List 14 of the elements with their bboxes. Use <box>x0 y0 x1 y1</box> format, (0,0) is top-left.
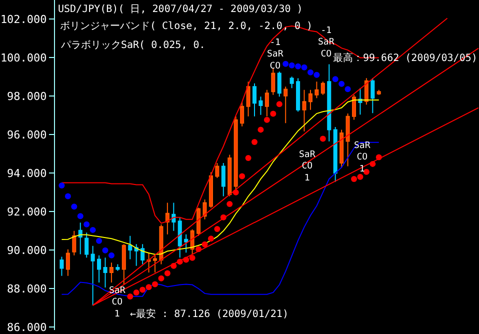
chart-title: USD/JPY(B)( 日, 2007/04/27 - 2009/03/30 ) <box>58 4 303 15</box>
y-tick-label: 92.000 <box>7 206 47 219</box>
y-tick-label: 102.000 <box>0 13 47 26</box>
y-tick-label: 94.000 <box>7 167 47 180</box>
y-tick-label: 86.000 <box>7 320 47 334</box>
annotation: SaR CO 1 <box>299 150 316 184</box>
y-tick-label: 100.000 <box>0 52 47 65</box>
y-tick-label: 98.000 <box>7 90 47 104</box>
annotation: ←最安 : 87.126 (2009/01/21) <box>130 308 288 320</box>
annotation: パラボリックSaR( 0.025, 0. <box>60 40 206 51</box>
y-tick-label: 96.000 <box>7 128 47 142</box>
y-tick-label: 90.000 <box>7 244 47 257</box>
annotation: -1 SaR CO <box>267 38 284 72</box>
y-tick-label: 88.000 <box>7 282 47 296</box>
